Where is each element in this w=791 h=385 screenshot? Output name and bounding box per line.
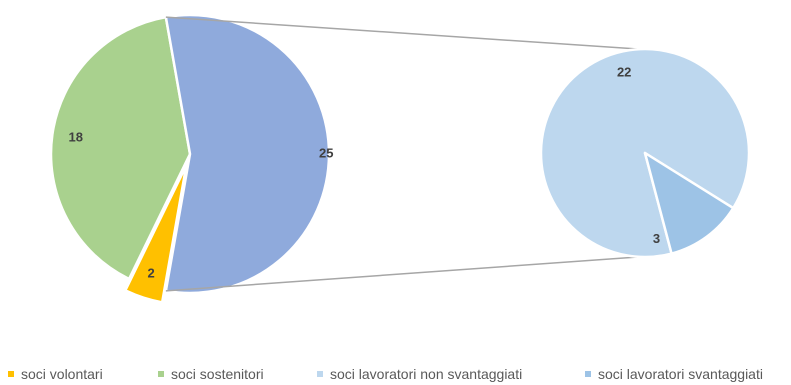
legend-swatch	[317, 371, 323, 377]
legend-label: soci lavoratori non svantaggiati	[330, 366, 523, 382]
pie-slice-soci-volontari	[124, 164, 188, 304]
legend-item-soci-volontari: soci volontari	[8, 366, 103, 382]
data-label-soci-lavoratori-svantaggiati: 3	[653, 231, 660, 246]
data-label-soci-volontari: 2	[147, 265, 154, 280]
pie-slice-soci-lavoratori-svantaggiati	[643, 151, 735, 255]
legend-item-soci-lavoratori-non-svantaggiati: soci lavoratori non svantaggiati	[317, 366, 522, 382]
legend-label: soci sostenitori	[171, 366, 264, 382]
connector-line-bottom	[165, 256, 638, 292]
legend-item-soci-sostenitori: soci sostenitori	[158, 366, 264, 382]
data-label-soci-lavoratori-non-svantaggiati: 22	[617, 64, 631, 79]
chart-plot-area: 2 18 25 22 3	[49, 13, 751, 304]
legend-item-soci-lavoratori-svantaggiati: soci lavoratori svantaggiati	[585, 366, 763, 382]
legend-swatch	[8, 371, 14, 377]
data-label-soci-sostenitori: 18	[69, 129, 83, 144]
connector-line-top	[165, 16, 638, 50]
legend-label: soci volontari	[21, 366, 103, 382]
legend-swatch	[585, 371, 591, 377]
legend-label: soci lavoratori svantaggiati	[598, 366, 763, 382]
pie-slice-other	[164, 13, 331, 295]
pie-slice-soci-sostenitori	[49, 15, 192, 281]
data-label-other: 25	[319, 145, 333, 160]
chart-legend: soci volontari soci sostenitori soci lav…	[0, 366, 791, 385]
legend-swatch	[158, 371, 164, 377]
